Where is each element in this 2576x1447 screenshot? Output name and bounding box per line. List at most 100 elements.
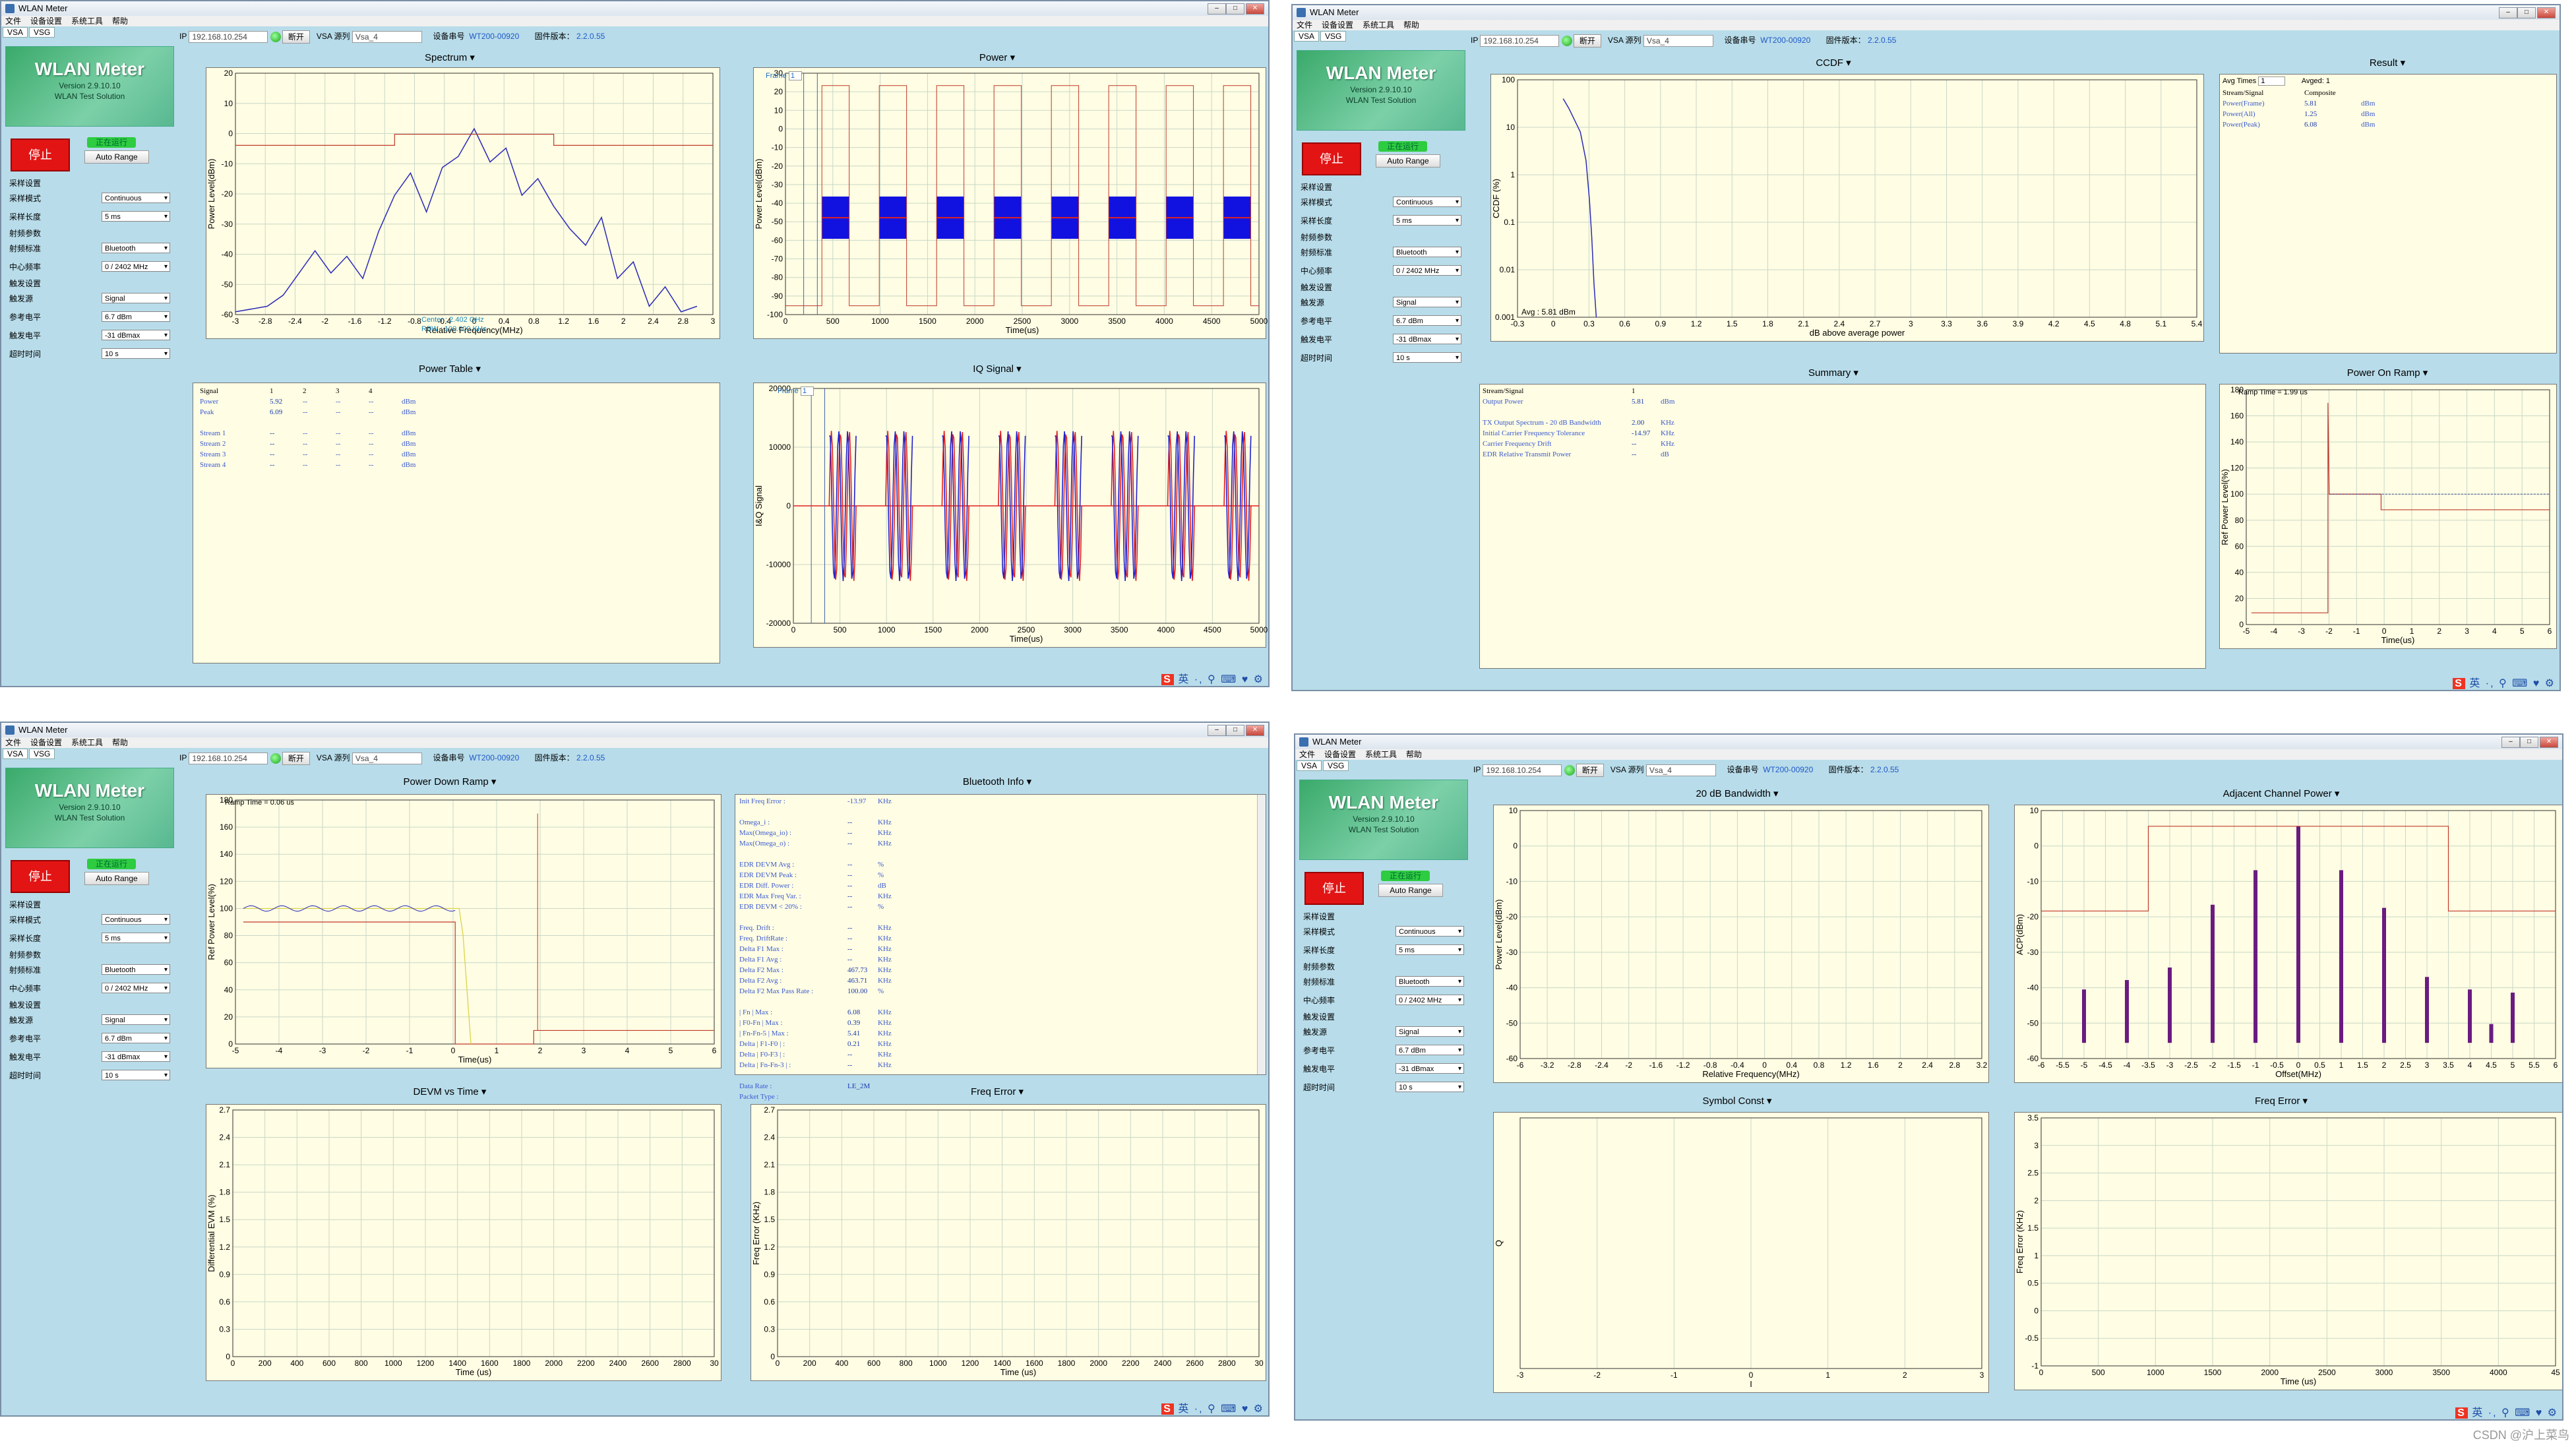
ip-input[interactable]: 192.168.10.254 — [189, 30, 268, 43]
stop-button[interactable]: 停止 — [11, 860, 70, 893]
vsa-select[interactable]: Vsa_4 — [352, 30, 422, 43]
ip-input[interactable]: 192.168.10.254 — [189, 752, 268, 764]
bandwidth-title[interactable]: 20 dB Bandwidth ▾ — [1696, 788, 1779, 799]
minimize-button[interactable]: – — [2499, 7, 2517, 18]
param-select[interactable]: 6.7 dBm — [1395, 1045, 1464, 1056]
acp-title[interactable]: Adjacent Channel Power ▾ — [2223, 788, 2340, 799]
menu-device[interactable]: 设备设置 — [30, 16, 63, 26]
param-select[interactable]: -31 dBmax — [1393, 334, 1461, 345]
auto-range-button[interactable]: Auto Range — [1376, 154, 1440, 168]
menu-tools[interactable]: 系统工具 — [71, 16, 104, 26]
ip-input[interactable]: 192.168.10.254 — [1483, 764, 1562, 776]
param-select[interactable]: Bluetooth — [102, 964, 170, 975]
power-table-title[interactable]: Power Table ▾ — [419, 363, 481, 375]
param-select[interactable]: 0 / 2402 MHz — [1395, 995, 1464, 1006]
menu-tools[interactable]: 系统工具 — [71, 738, 104, 747]
param-select[interactable]: Signal — [1393, 297, 1461, 308]
minimize-button[interactable]: – — [1208, 3, 1226, 15]
param-select[interactable]: -31 dBmax — [102, 1051, 170, 1062]
menu-device[interactable]: 设备设置 — [1322, 20, 1354, 30]
disconnect-button[interactable]: 断开 — [1573, 34, 1601, 47]
param-select[interactable]: 5 ms — [102, 933, 170, 944]
menu-tools[interactable]: 系统工具 — [1363, 20, 1395, 30]
param-select[interactable]: Continuous — [1395, 926, 1464, 937]
menu-tools[interactable]: 系统工具 — [1365, 750, 1397, 759]
vsa-select[interactable]: Vsa_4 — [1645, 764, 1716, 776]
disconnect-button[interactable]: 断开 — [282, 751, 310, 765]
avg-times-input[interactable]: 1 — [2258, 77, 2286, 86]
tab-vsg[interactable]: VSG — [1320, 31, 1347, 42]
menu-help[interactable]: 帮助 — [112, 738, 129, 747]
menu-file[interactable]: 文件 — [5, 738, 22, 747]
param-select[interactable]: 6.7 dBm — [102, 1033, 170, 1044]
ime-logo-icon[interactable]: S — [2455, 1407, 2468, 1419]
param-select[interactable]: 6.7 dBm — [1393, 315, 1461, 326]
param-select[interactable]: -31 dBmax — [102, 330, 170, 341]
vsa-select[interactable]: Vsa_4 — [1643, 34, 1713, 47]
menu-device[interactable]: 设备设置 — [1324, 750, 1357, 759]
iq-title[interactable]: IQ Signal ▾ — [973, 363, 1022, 375]
freq-error-title[interactable]: Freq Error ▾ — [970, 1086, 1024, 1097]
tab-vsg[interactable]: VSG — [1323, 760, 1349, 771]
power-title[interactable]: Power ▾ — [979, 52, 1016, 63]
bt-info-title[interactable]: Bluetooth Info ▾ — [962, 776, 1032, 787]
param-select[interactable]: Bluetooth — [1393, 247, 1461, 258]
symbol-const-title[interactable]: Symbol Const ▾ — [1702, 1095, 1772, 1107]
ime-logo-icon[interactable]: S — [1161, 674, 1174, 685]
menu-file[interactable]: 文件 — [1297, 20, 1313, 30]
bt-info-scrollbar[interactable] — [1257, 795, 1266, 1074]
param-select[interactable]: Continuous — [102, 193, 170, 204]
frame-spinner[interactable]: 1 — [788, 71, 802, 80]
tab-vsa[interactable]: VSA — [3, 27, 28, 38]
spectrum-title[interactable]: Spectrum ▾ — [425, 52, 475, 63]
param-select[interactable]: Bluetooth — [102, 243, 170, 254]
result-title[interactable]: Result ▾ — [2369, 57, 2406, 69]
close-button[interactable]: ✕ — [2537, 7, 2556, 18]
menu-help[interactable]: 帮助 — [1406, 750, 1423, 759]
param-select[interactable]: -31 dBmax — [1395, 1063, 1464, 1074]
maximize-button[interactable]: □ — [1226, 725, 1244, 736]
devm-title[interactable]: DEVM vs Time ▾ — [413, 1086, 487, 1097]
vsa-select[interactable]: Vsa_4 — [352, 752, 422, 764]
param-select[interactable]: Continuous — [1393, 197, 1461, 208]
maximize-button[interactable]: □ — [2517, 7, 2536, 18]
param-select[interactable]: 5 ms — [102, 211, 170, 222]
stop-button[interactable]: 停止 — [11, 139, 70, 171]
close-button[interactable]: ✕ — [1246, 3, 1264, 15]
menu-file[interactable]: 文件 — [1299, 750, 1316, 759]
param-select[interactable]: 5 ms — [1393, 215, 1461, 226]
ccdf-title[interactable]: CCDF ▾ — [1816, 57, 1851, 69]
param-select[interactable]: Signal — [102, 293, 170, 304]
param-select[interactable]: 10 s — [1395, 1082, 1464, 1093]
param-select[interactable]: 10 s — [102, 1070, 170, 1081]
param-select[interactable]: Signal — [1395, 1026, 1464, 1037]
param-select[interactable]: Signal — [102, 1014, 170, 1026]
auto-range-button[interactable]: Auto Range — [84, 150, 149, 164]
param-select[interactable]: 0 / 2402 MHz — [102, 261, 170, 272]
param-select[interactable]: 10 s — [102, 348, 170, 359]
stop-button[interactable]: 停止 — [1302, 142, 1361, 175]
param-select[interactable]: 6.7 dBm — [102, 311, 170, 323]
minimize-button[interactable]: – — [1208, 725, 1226, 736]
auto-range-button[interactable]: Auto Range — [84, 872, 149, 885]
menu-file[interactable]: 文件 — [5, 16, 22, 26]
tab-vsg[interactable]: VSG — [29, 749, 55, 759]
close-button[interactable]: ✕ — [2540, 737, 2558, 748]
menu-help[interactable]: 帮助 — [1403, 20, 1420, 30]
tab-vsa[interactable]: VSA — [1294, 31, 1320, 42]
maximize-button[interactable]: □ — [1226, 3, 1244, 15]
param-select[interactable]: 5 ms — [1395, 944, 1464, 956]
stop-button[interactable]: 停止 — [1304, 872, 1364, 905]
ramp-on-title[interactable]: Power On Ramp ▾ — [2346, 367, 2428, 379]
param-select[interactable]: 0 / 2402 MHz — [102, 983, 170, 994]
param-select[interactable]: 0 / 2402 MHz — [1393, 265, 1461, 276]
menu-device[interactable]: 设备设置 — [30, 738, 63, 747]
tab-vsg[interactable]: VSG — [29, 27, 55, 38]
ime-logo-icon[interactable]: S — [2453, 678, 2465, 689]
tab-vsa[interactable]: VSA — [1297, 760, 1322, 771]
ime-logo-icon[interactable]: S — [1161, 1403, 1174, 1415]
iq-frame-spinner[interactable]: 1 — [800, 386, 814, 396]
close-button[interactable]: ✕ — [1246, 725, 1264, 736]
param-select[interactable]: 10 s — [1393, 352, 1461, 363]
auto-range-button[interactable]: Auto Range — [1378, 884, 1443, 897]
